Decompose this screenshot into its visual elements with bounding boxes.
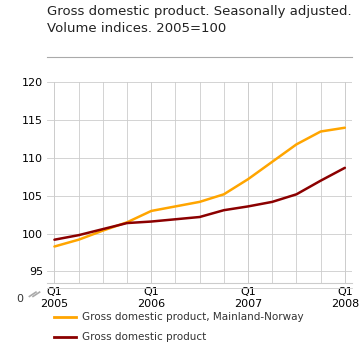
Text: Gross domestic product. Seasonally adjusted.
Volume indices. 2005=100: Gross domestic product. Seasonally adjus… [47, 5, 352, 35]
Text: Gross domestic product: Gross domestic product [82, 332, 206, 342]
Text: 0: 0 [17, 294, 24, 304]
Text: Gross domestic product, Mainland-Norway: Gross domestic product, Mainland-Norway [82, 312, 303, 322]
